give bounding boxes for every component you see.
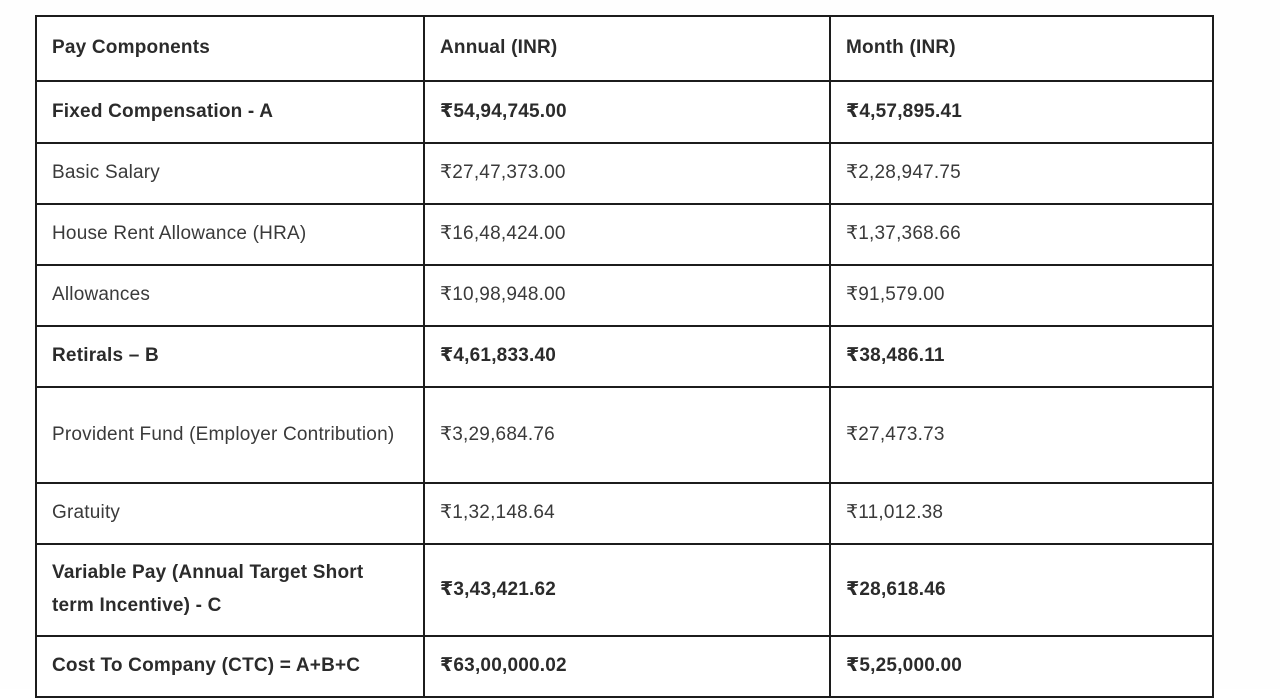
cell-annual-value: ₹3,29,684.76	[423, 386, 831, 484]
table-row: Gratuity ₹1,32,148.64 ₹11,012.38	[35, 482, 1214, 545]
pay-components-table: Pay Components Annual (INR) Month (INR) …	[35, 15, 1214, 698]
table-row: Basic Salary ₹27,47,373.00 ₹2,28,947.75	[35, 142, 1214, 205]
table-row: Variable Pay (Annual Target Short term I…	[35, 543, 1214, 637]
header-pay-components: Pay Components	[35, 15, 425, 82]
cell-pay-component: Allowances	[35, 264, 425, 327]
cell-annual-value: ₹3,43,421.62	[423, 543, 831, 637]
table-header-row: Pay Components Annual (INR) Month (INR)	[35, 15, 1214, 82]
cell-pay-component: House Rent Allowance (HRA)	[35, 203, 425, 266]
cell-pay-component: Variable Pay (Annual Target Short term I…	[35, 543, 425, 637]
cell-pay-component: Basic Salary	[35, 142, 425, 205]
table-row: Provident Fund (Employer Contribution) ₹3…	[35, 386, 1214, 484]
cell-month-value: ₹2,28,947.75	[829, 142, 1214, 205]
table-row: Allowances ₹10,98,948.00 ₹91,579.00	[35, 264, 1214, 327]
cell-month-value: ₹11,012.38	[829, 482, 1214, 545]
header-annual-inr: Annual (INR)	[423, 15, 831, 82]
table-row: Retirals – B ₹4,61,833.40 ₹38,486.11	[35, 325, 1214, 388]
table-row: Fixed Compensation - A ₹54,94,745.00 ₹4,57…	[35, 80, 1214, 144]
cell-month-value: ₹5,25,000.00	[829, 635, 1214, 698]
cell-pay-component: Retirals – B	[35, 325, 425, 388]
cell-month-value: ₹91,579.00	[829, 264, 1214, 327]
table-body: Fixed Compensation - A ₹54,94,745.00 ₹4,57…	[35, 80, 1214, 698]
cell-month-value: ₹28,618.46	[829, 543, 1214, 637]
cell-month-value: ₹1,37,368.66	[829, 203, 1214, 266]
header-month-inr: Month (INR)	[829, 15, 1214, 82]
cell-pay-component: Cost To Company (CTC) = A+B+C	[35, 635, 425, 698]
cell-pay-component: Gratuity	[35, 482, 425, 545]
cell-pay-component: Fixed Compensation - A	[35, 80, 425, 144]
cell-annual-value: ₹54,94,745.00	[423, 80, 831, 144]
cell-annual-value: ₹16,48,424.00	[423, 203, 831, 266]
cell-annual-value: ₹10,98,948.00	[423, 264, 831, 327]
table-row: Cost To Company (CTC) = A+B+C ₹63,00,000.…	[35, 635, 1214, 698]
cell-annual-value: ₹27,47,373.00	[423, 142, 831, 205]
cell-annual-value: ₹1,32,148.64	[423, 482, 831, 545]
cell-pay-component: Provident Fund (Employer Contribution)	[35, 386, 425, 484]
cell-annual-value: ₹63,00,000.02	[423, 635, 831, 698]
cell-month-value: ₹4,57,895.41	[829, 80, 1214, 144]
table-row: House Rent Allowance (HRA) ₹16,48,424.00 ₹…	[35, 203, 1214, 266]
cell-month-value: ₹27,473.73	[829, 386, 1214, 484]
cell-month-value: ₹38,486.11	[829, 325, 1214, 388]
cell-annual-value: ₹4,61,833.40	[423, 325, 831, 388]
